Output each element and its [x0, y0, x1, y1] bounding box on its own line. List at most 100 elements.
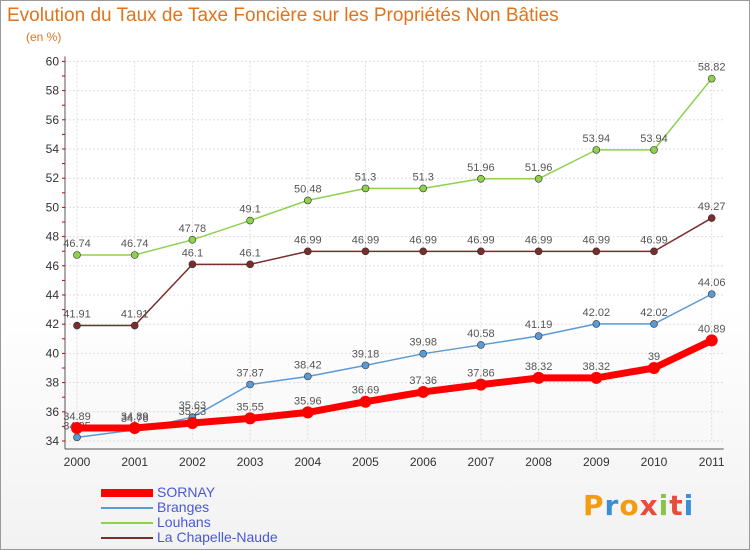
- data-label: 38.32: [525, 361, 553, 373]
- data-point: [246, 380, 254, 389]
- data-label: 35.55: [236, 401, 264, 413]
- data-label: 46.99: [467, 234, 495, 246]
- data-label: 42.02: [583, 307, 611, 319]
- legend-label: Branges: [157, 499, 210, 515]
- series-line: [73, 336, 716, 432]
- data-point: [419, 247, 428, 256]
- data-point: [419, 184, 428, 193]
- data-point: [477, 247, 485, 256]
- data-point: [361, 361, 370, 370]
- y-tick-label: 46: [46, 259, 60, 273]
- y-tick-label: 44: [46, 288, 60, 302]
- data-point: [648, 362, 660, 374]
- x-tick-label: 2000: [64, 455, 91, 469]
- data-point: [590, 371, 603, 384]
- logo-letter: x: [639, 489, 659, 522]
- y-tick-label: 34: [46, 434, 60, 448]
- data-point: [188, 260, 197, 269]
- data-label: 47.78: [179, 223, 207, 235]
- data-point: [128, 422, 141, 435]
- x-tick-label: 2006: [410, 455, 437, 469]
- data-label: 46.1: [182, 247, 203, 259]
- data-label: 51.96: [525, 162, 553, 174]
- data-label: 51.3: [412, 171, 433, 183]
- data-point: [417, 385, 430, 398]
- legend-label: La Chapelle-Naude: [157, 529, 278, 545]
- data-label: 46.99: [583, 234, 611, 246]
- data-label: 53.94: [583, 133, 611, 145]
- data-label: 34.89: [121, 411, 149, 423]
- data-point: [303, 247, 312, 256]
- data-point: [188, 236, 197, 244]
- data-point: [361, 184, 370, 193]
- x-tick-label: 2005: [352, 455, 379, 469]
- y-tick-label: 52: [46, 171, 60, 185]
- data-label: 37.87: [236, 367, 264, 379]
- data-point: [650, 146, 658, 154]
- data-label: 49.1: [239, 204, 260, 216]
- data-point: [534, 247, 543, 256]
- x-tick-label: 2007: [468, 455, 495, 469]
- data-label: 34.76: [121, 413, 149, 425]
- data-label: 46.99: [294, 234, 322, 246]
- data-label: 49.27: [698, 201, 726, 213]
- data-label: 46.74: [63, 238, 91, 250]
- data-point: [707, 74, 716, 83]
- data-point: [186, 417, 199, 430]
- data-label: 35.96: [294, 395, 322, 407]
- data-label: 36.69: [352, 385, 380, 397]
- x-tick-label: 2009: [583, 455, 610, 469]
- series-line: [76, 77, 713, 256]
- data-point: [303, 372, 312, 381]
- data-label: 46.99: [525, 234, 553, 246]
- data-point: [303, 196, 312, 205]
- data-point: [71, 422, 83, 435]
- data-point: [130, 321, 139, 330]
- data-point: [246, 216, 254, 225]
- legend-swatch: [101, 507, 153, 509]
- x-tick-label: 2001: [121, 455, 148, 469]
- logo-letter: i: [683, 489, 695, 522]
- logo-letter: r: [604, 489, 620, 522]
- y-tick-label: 42: [46, 317, 60, 331]
- data-point: [592, 247, 601, 256]
- data-point: [707, 214, 716, 222]
- logo-letter: P: [583, 489, 605, 522]
- data-point: [359, 395, 372, 408]
- y-tick-label: 38: [46, 376, 60, 390]
- series-line: [76, 293, 713, 439]
- data-label: 41.19: [525, 319, 553, 331]
- legend-swatch: [101, 489, 153, 497]
- y-tick-label: 36: [46, 405, 60, 419]
- data-point: [650, 320, 658, 328]
- data-label: 38.32: [583, 361, 611, 373]
- data-label: 39: [648, 351, 660, 363]
- data-label: 46.1: [239, 247, 260, 259]
- logo-letter: t: [669, 489, 684, 522]
- data-label: 40.58: [467, 328, 495, 340]
- y-tick-label: 60: [46, 54, 60, 68]
- data-point: [73, 251, 81, 259]
- data-label: 34.89: [63, 411, 91, 423]
- legend-label: Louhans: [157, 514, 211, 530]
- data-label: 39.98: [409, 337, 437, 349]
- legend-swatch: [101, 537, 153, 539]
- x-tick-label: 2008: [525, 455, 552, 469]
- data-label: 41.91: [121, 309, 149, 321]
- chart-unit-label: (en %): [26, 30, 62, 44]
- data-label: 46.99: [640, 234, 668, 246]
- x-tick-label: 2011: [699, 455, 725, 469]
- x-tick-label: 2010: [641, 455, 668, 469]
- data-label: 53.94: [640, 133, 668, 145]
- y-tick-label: 48: [46, 230, 60, 244]
- x-tick-label: 2004: [294, 455, 321, 469]
- data-label: 46.99: [352, 234, 380, 246]
- data-label: 46.74: [121, 238, 149, 250]
- data-point: [130, 251, 139, 259]
- data-point: [592, 320, 601, 328]
- logo-letter: i: [658, 489, 670, 522]
- data-label: 46.99: [409, 234, 437, 246]
- data-label: 58.82: [698, 62, 726, 74]
- data-point: [361, 247, 370, 256]
